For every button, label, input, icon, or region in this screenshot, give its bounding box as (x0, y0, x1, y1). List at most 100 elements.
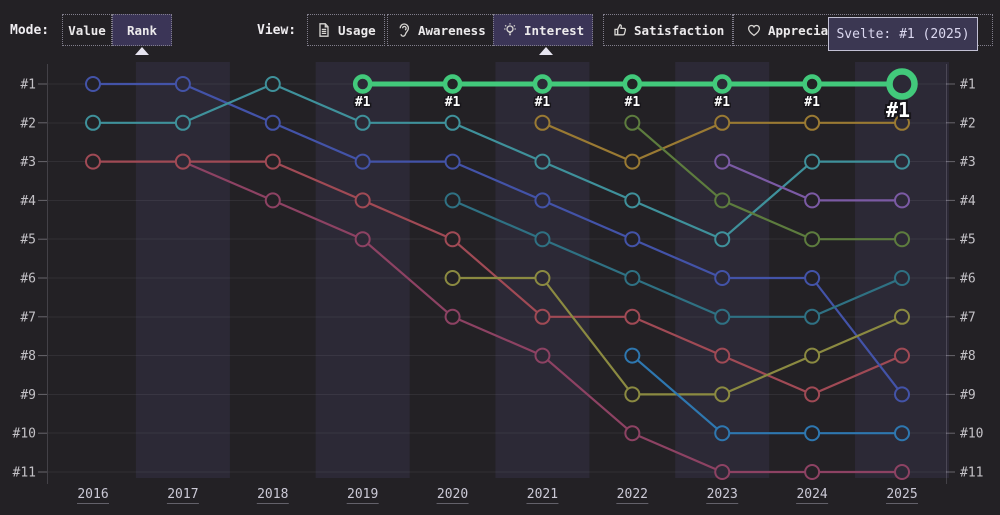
view-label: View: (257, 23, 297, 38)
data-point[interactable] (714, 425, 731, 442)
data-point[interactable] (444, 114, 461, 131)
data-point[interactable] (354, 153, 371, 170)
data-point[interactable] (534, 347, 551, 364)
data-point[interactable] (804, 464, 821, 480)
data-point[interactable] (714, 464, 731, 480)
mode-rank-label: Rank (126, 22, 158, 38)
view-interest-label: Interest (524, 22, 585, 38)
data-point[interactable] (264, 192, 281, 209)
data-point[interactable] (534, 270, 551, 286)
data-point[interactable] (886, 68, 918, 100)
data-point[interactable] (894, 192, 911, 209)
data-point[interactable] (442, 74, 463, 94)
data-point[interactable] (622, 74, 643, 94)
data-point[interactable] (714, 347, 731, 364)
year-label[interactable]: 2023 (707, 487, 738, 502)
view-usage-label: Usage (338, 22, 376, 38)
data-point[interactable] (624, 270, 641, 286)
data-point[interactable] (804, 153, 821, 170)
year-label[interactable]: 2019 (347, 487, 378, 502)
data-point[interactable] (894, 231, 911, 248)
data-point[interactable] (264, 114, 281, 131)
left-axis-label: #10 (13, 427, 36, 442)
data-point[interactable] (624, 386, 641, 403)
mode-rank-button[interactable]: Rank (112, 14, 172, 46)
data-point[interactable] (712, 74, 732, 94)
year-label[interactable]: 2025 (886, 487, 917, 502)
view-awareness-button[interactable]: Awareness (387, 14, 495, 46)
data-point[interactable] (174, 153, 191, 170)
data-point[interactable] (85, 76, 101, 92)
year-label[interactable]: 2016 (77, 487, 108, 502)
data-point[interactable] (624, 192, 641, 209)
data-point[interactable] (264, 153, 281, 170)
rank-bump-chart: #1 #1 #2 #2 #3 #3 #4 #4 #5 #5 #6 #6 #7 #7 #8 #8 #9 #9 #10 #… (0, 60, 1000, 515)
data-point[interactable] (624, 308, 641, 325)
series-teal (85, 76, 911, 248)
year-label[interactable]: 2018 (257, 487, 288, 502)
data-point[interactable] (714, 270, 731, 286)
data-point[interactable] (804, 270, 821, 286)
data-point[interactable] (804, 347, 821, 364)
data-point[interactable] (804, 425, 821, 442)
view-usage-button[interactable]: Usage (307, 14, 385, 46)
data-point[interactable] (534, 231, 551, 248)
data-point[interactable] (714, 308, 731, 325)
data-point[interactable] (354, 192, 371, 209)
data-point[interactable] (444, 308, 461, 325)
data-point[interactable] (714, 153, 731, 170)
data-point[interactable] (624, 231, 641, 248)
year-label[interactable]: 2020 (437, 487, 468, 502)
mode-value-button[interactable]: Value (62, 14, 112, 46)
data-point[interactable] (534, 308, 551, 325)
data-point[interactable] (714, 231, 731, 248)
data-point[interactable] (534, 114, 551, 131)
data-point[interactable] (85, 114, 101, 131)
document-icon (316, 22, 332, 38)
year-label[interactable]: 2024 (796, 487, 827, 502)
data-point[interactable] (624, 347, 641, 364)
data-point[interactable] (714, 386, 731, 403)
view-satisfaction-button[interactable]: Satisfaction (603, 14, 734, 46)
data-point[interactable] (534, 192, 551, 209)
data-point[interactable] (354, 114, 371, 131)
data-point[interactable] (714, 192, 731, 209)
data-point[interactable] (444, 192, 461, 209)
data-point[interactable] (804, 114, 821, 131)
data-point[interactable] (352, 74, 373, 94)
data-point[interactable] (894, 386, 911, 403)
data-point[interactable] (624, 153, 641, 170)
data-point[interactable] (264, 76, 281, 92)
data-point[interactable] (894, 270, 911, 286)
data-point[interactable] (174, 76, 191, 92)
data-point[interactable] (804, 386, 821, 403)
data-point[interactable] (804, 308, 821, 325)
data-point[interactable] (714, 114, 731, 131)
year-label[interactable]: 2022 (617, 487, 648, 502)
data-point[interactable] (624, 114, 641, 131)
year-label[interactable]: 2017 (167, 487, 198, 502)
view-interest-button[interactable]: Interest (493, 14, 594, 46)
data-point[interactable] (894, 153, 911, 170)
data-point[interactable] (894, 464, 911, 480)
data-point[interactable] (894, 114, 911, 131)
data-point[interactable] (534, 153, 551, 170)
data-point[interactable] (802, 74, 822, 94)
data-point[interactable] (624, 425, 641, 442)
data-point[interactable] (804, 231, 821, 248)
data-point[interactable] (532, 74, 553, 94)
data-point[interactable] (444, 270, 461, 286)
data-point[interactable] (444, 231, 461, 248)
left-axis-label: #2 (20, 116, 36, 131)
data-point[interactable] (894, 347, 911, 364)
right-axis-label: #6 (960, 272, 976, 287)
data-point[interactable] (804, 192, 821, 209)
data-point[interactable] (85, 153, 101, 170)
data-point[interactable] (894, 425, 911, 442)
highlight-rank-label: #1 (535, 95, 551, 110)
data-point[interactable] (444, 153, 461, 170)
year-label[interactable]: 2021 (527, 487, 558, 502)
data-point[interactable] (894, 308, 911, 325)
data-point[interactable] (354, 231, 371, 248)
data-point[interactable] (174, 114, 191, 131)
